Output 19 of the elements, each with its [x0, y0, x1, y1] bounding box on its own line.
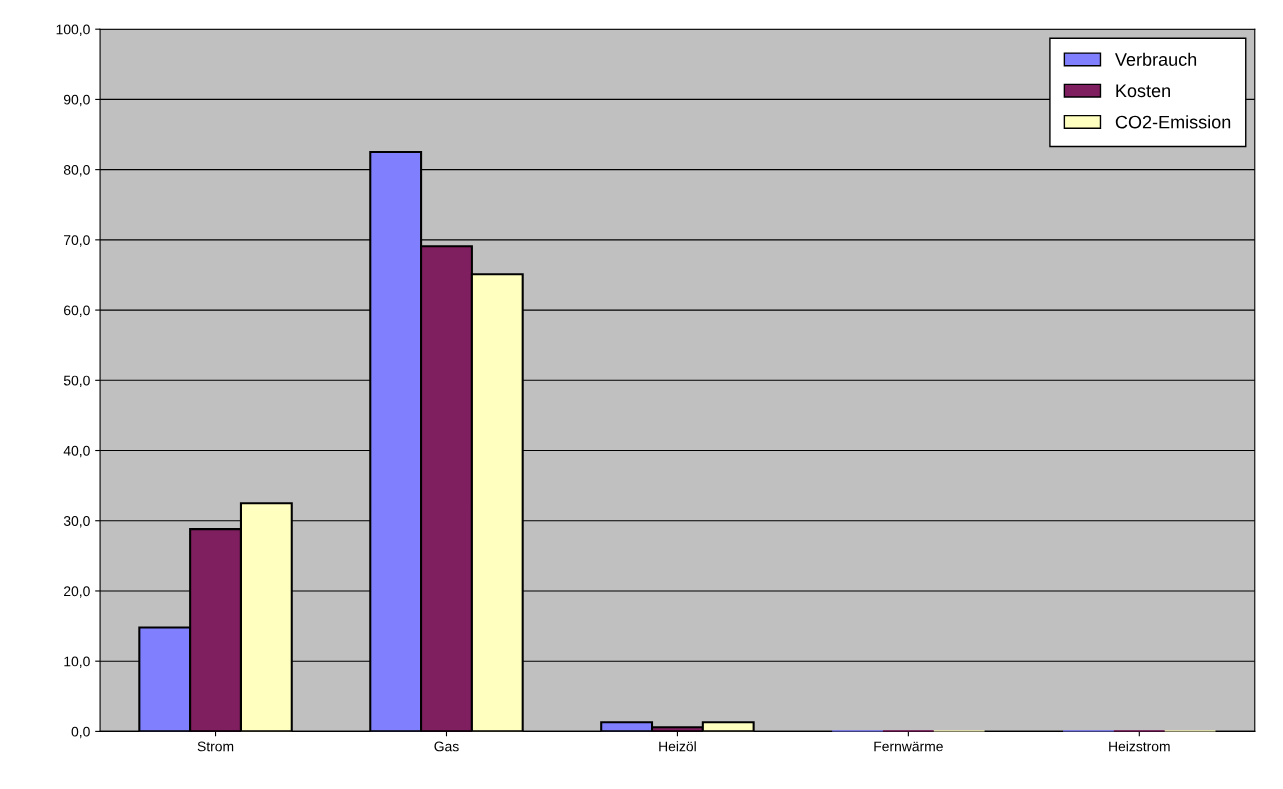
y-tick-label: 10,0 — [64, 656, 90, 668]
y-tick-label: 30,0 — [63, 516, 90, 528]
x-tick-label: Fernwärme — [874, 741, 943, 752]
legend-label: CO2-Emission — [1115, 115, 1231, 129]
x-tick-label: Gas — [434, 741, 459, 752]
y-tick-label: 50,0 — [63, 375, 90, 388]
y-tick-label: 40,0 — [63, 445, 90, 458]
y-tick-label: 20,0 — [64, 586, 90, 598]
x-tick-label: Heizöl — [659, 741, 696, 752]
legend-label: Kosten — [1116, 84, 1170, 98]
y-tick-label: 0,0 — [71, 726, 90, 739]
legend-label: Verbrauch — [1115, 52, 1197, 66]
x-tick-label: Heizstrom — [1109, 741, 1170, 752]
y-tick-label: 90,0 — [63, 94, 90, 107]
y-tick-label: 80,0 — [63, 164, 90, 177]
y-tick-label: 100,0 — [56, 24, 90, 36]
x-tick-label: Strom — [197, 741, 234, 752]
y-tick-label: 70,0 — [64, 235, 90, 247]
y-tick-label: 60,0 — [64, 305, 90, 317]
